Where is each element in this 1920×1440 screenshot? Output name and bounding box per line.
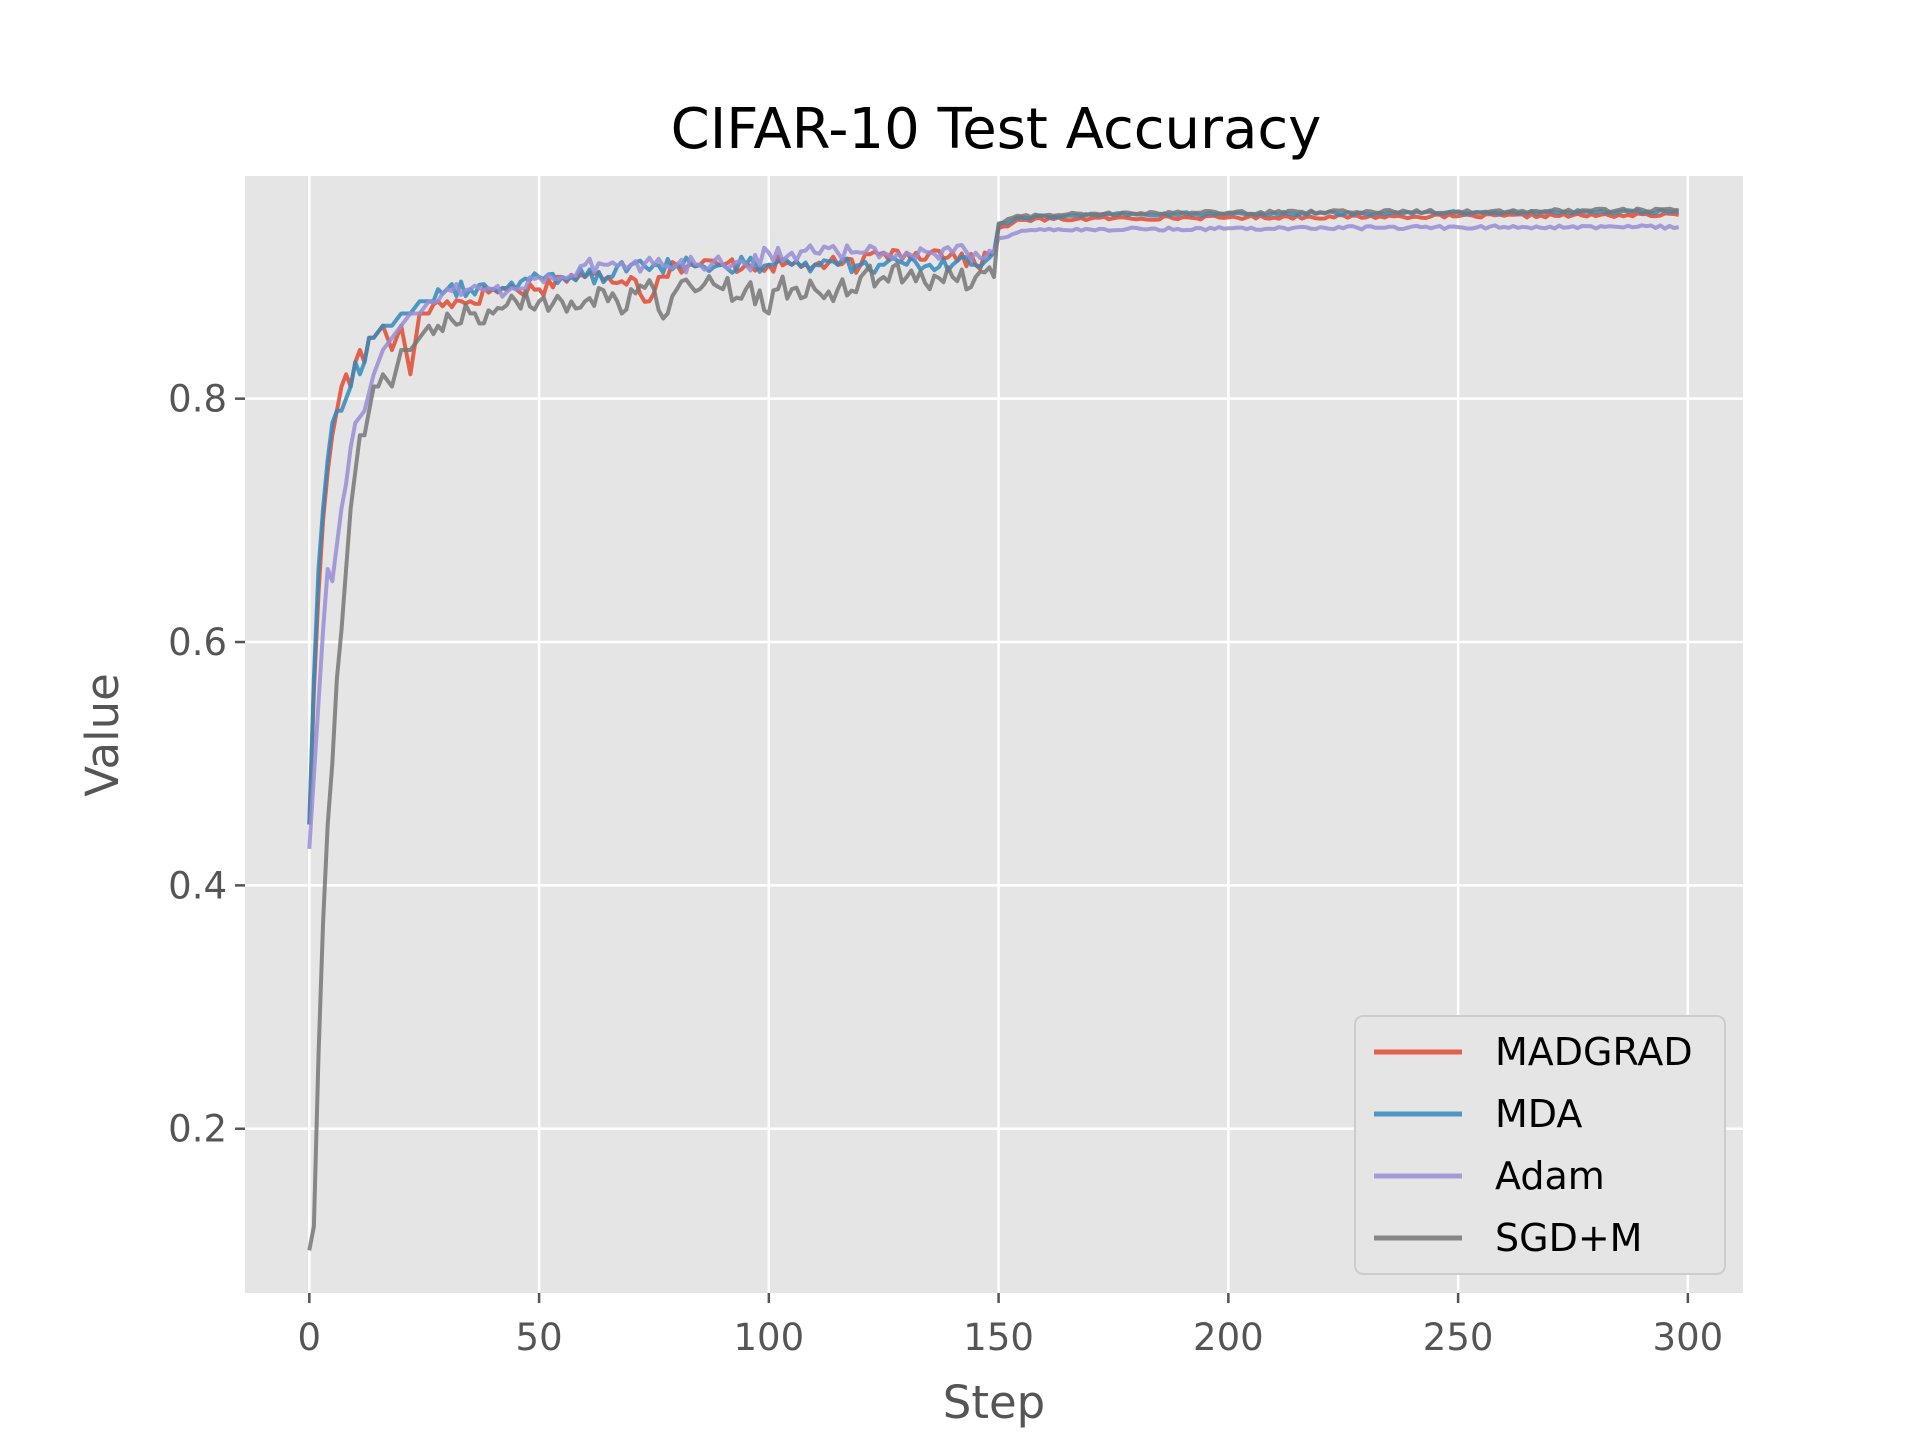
x-axis-label: Step: [943, 1376, 1045, 1429]
legend-label: SGD+M: [1495, 1216, 1642, 1260]
y-tick-label: 0.8: [168, 378, 227, 421]
grid: [245, 176, 1743, 1293]
x-tick-label: 150: [963, 1316, 1034, 1359]
x-tick-label: 100: [734, 1316, 805, 1359]
x-tick-label: 200: [1193, 1316, 1264, 1359]
series-lines: [307, 206, 1680, 1251]
y-tick-label: 0.2: [168, 1108, 227, 1151]
legend-box: [1354, 1015, 1726, 1275]
x-tick-label: 50: [516, 1316, 563, 1359]
x-tick-label: 0: [298, 1316, 322, 1359]
legend-label: Adam: [1495, 1154, 1605, 1198]
x-tick-label: 250: [1423, 1316, 1494, 1359]
y-axis-label: Value: [76, 673, 129, 797]
series-line-sgd-m: [307, 206, 1679, 1251]
legend: MADGRAD MDA Adam SGD+M: [1354, 1015, 1726, 1275]
y-axis-ticks: 0.2 0.4 0.6 0.8: [168, 378, 245, 1151]
chart-title: CIFAR-10 Test Accuracy: [671, 97, 1322, 162]
legend-label: MADGRAD: [1495, 1030, 1693, 1074]
y-tick-label: 0.6: [168, 621, 227, 664]
series-line-adam: [307, 223, 1680, 850]
y-tick-label: 0.4: [168, 864, 227, 907]
x-tick-label: 300: [1653, 1316, 1724, 1359]
x-axis-ticks: 0 50 100 150 200 250 300: [298, 1293, 1724, 1359]
legend-label: MDA: [1495, 1092, 1582, 1136]
